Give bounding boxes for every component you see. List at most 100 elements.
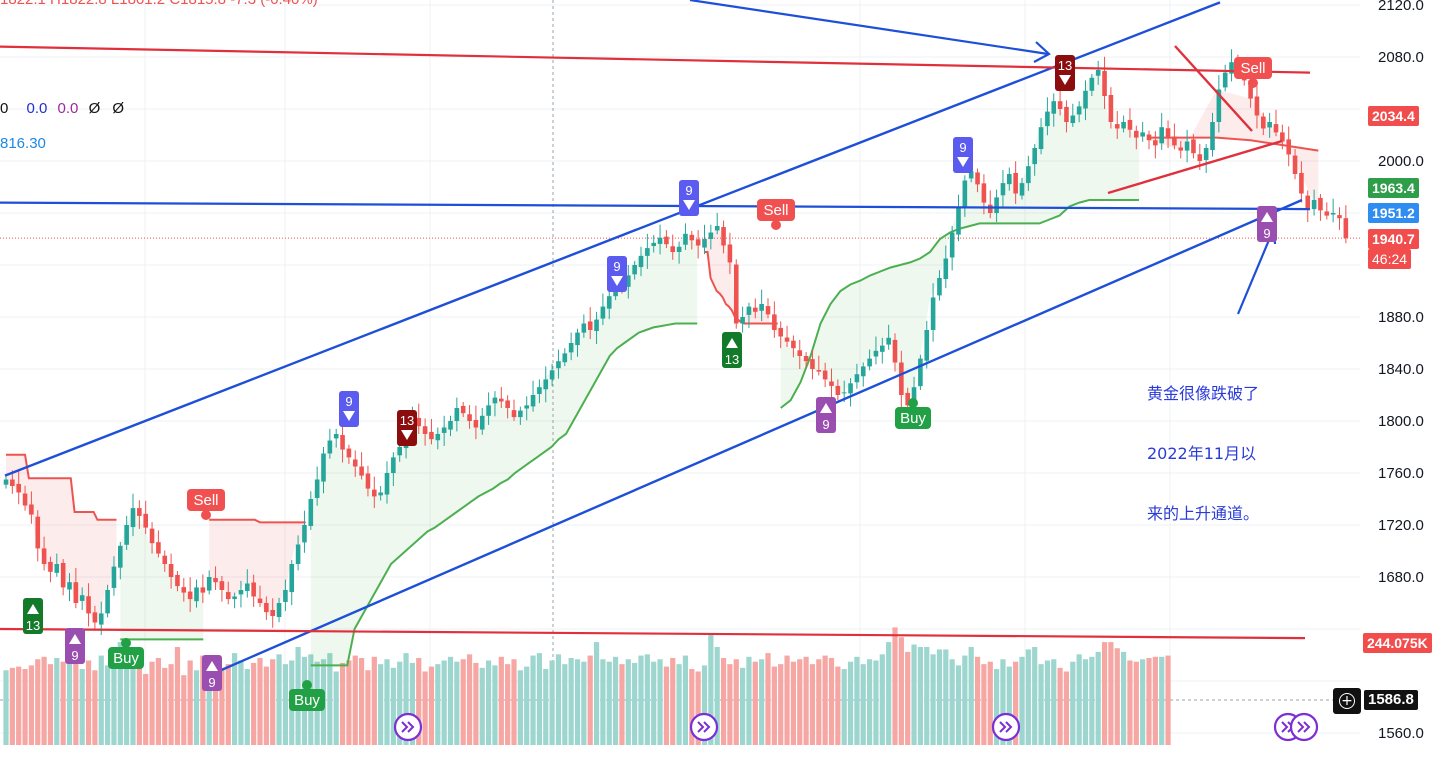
marker-box [679,180,699,216]
volume-bar [587,655,593,745]
candle-body [1311,200,1317,210]
replay-icon [991,712,1021,742]
volume-bar [809,664,816,745]
volume-bar [994,669,1000,745]
y-tick-label: 1760.0 [1378,465,1424,482]
candle-body [270,610,275,616]
price-axis: 2120.0 2080.0 2000.0 1880.0 1840.0 1800.0 1760… [1378,0,1424,742]
volume-bar [409,662,415,745]
trend-lines[interactable] [0,0,1311,672]
candle-body [892,339,898,363]
candle-body [1172,136,1177,146]
arrow-line [1236,227,1276,315]
volume-bar [162,667,168,745]
signal-dot [302,680,312,690]
marker-label: 13 [1058,58,1072,73]
replay-icons[interactable] [393,712,1319,742]
td-marker: 9 [607,256,627,292]
candle-body [1254,96,1260,116]
arrow-head-icon [1033,41,1051,63]
volume-bar [1019,656,1025,745]
volume-bar [1044,660,1050,745]
candle-body [1083,90,1088,109]
marker-label: 9 [208,675,215,690]
volume-bar [682,655,689,745]
candle-body [1337,215,1342,219]
candle-body [518,410,523,418]
supertrend-area [209,519,306,616]
volume-bar [1114,648,1120,745]
candle-body [651,242,656,247]
volume-bar [1095,651,1101,745]
candle-body [733,264,739,324]
triangle-up-icon [206,661,218,671]
volume-bar [695,671,701,745]
candle-body [340,435,345,450]
volume-bar [143,673,149,745]
volume-bar [803,656,809,745]
candle-body [854,374,860,383]
candle-body [206,577,212,591]
signal-dot [1248,78,1258,88]
volume-bar [498,656,504,745]
candle-body [1159,127,1164,144]
volume-bar [746,656,752,745]
candle-body [1032,148,1037,165]
signal-label: Buy [900,410,926,427]
candle-body [810,359,815,369]
volume-bar [517,670,523,745]
td-marker: 13 [397,410,417,446]
candle-body [1007,174,1012,185]
candle-body [829,381,834,386]
candle-body [454,408,460,421]
candle-body [1197,154,1203,161]
chevron-right-icon [1303,721,1311,733]
candle-body [537,387,542,394]
crosshair-add-button[interactable]: + [1333,688,1361,714]
volume-bar [562,664,568,745]
candle-body [327,440,333,454]
candle-body [54,564,60,573]
marker-label: 9 [1263,226,1270,241]
volume-bar [1152,656,1158,745]
candle-body [156,542,161,554]
volume-bar [346,660,352,745]
volume-bar [232,653,238,745]
candle-body [499,398,504,402]
marker-label: 13 [400,413,414,428]
volume-bar [759,659,765,745]
candle-body [308,499,314,527]
volume-bar [435,664,441,745]
candle-body [16,483,21,493]
triangle-up-icon [27,604,39,614]
volume-bar [555,654,562,745]
candle-body [835,385,841,395]
candle-body [1070,115,1076,124]
volume-bar [879,654,885,745]
candle-body [1267,122,1272,128]
td-marker: 9 [65,628,85,664]
horizontal-line [0,627,1306,640]
annotation-text[interactable]: 黄金很像跌破了 2022年11月以 来的上升通道。 [1147,344,1259,564]
volume-bar [9,667,15,745]
candle-body [1057,101,1063,109]
candle-body [283,590,288,602]
volume-bar [841,669,847,745]
candle-body [1121,122,1126,129]
volume-bar [873,660,879,745]
candle-body [543,379,549,390]
candle-body [753,307,758,312]
volume-bar [981,664,987,745]
volume-bar [98,655,104,745]
volume-bar [428,666,435,745]
marker-box [23,598,43,634]
volume-bar [1006,666,1012,745]
td-marker: 9 [1257,206,1277,242]
candle-body [524,405,529,409]
candle-body [505,400,510,408]
volume-bar [797,659,803,745]
candle-body [676,246,682,252]
candle-body [1114,124,1120,129]
